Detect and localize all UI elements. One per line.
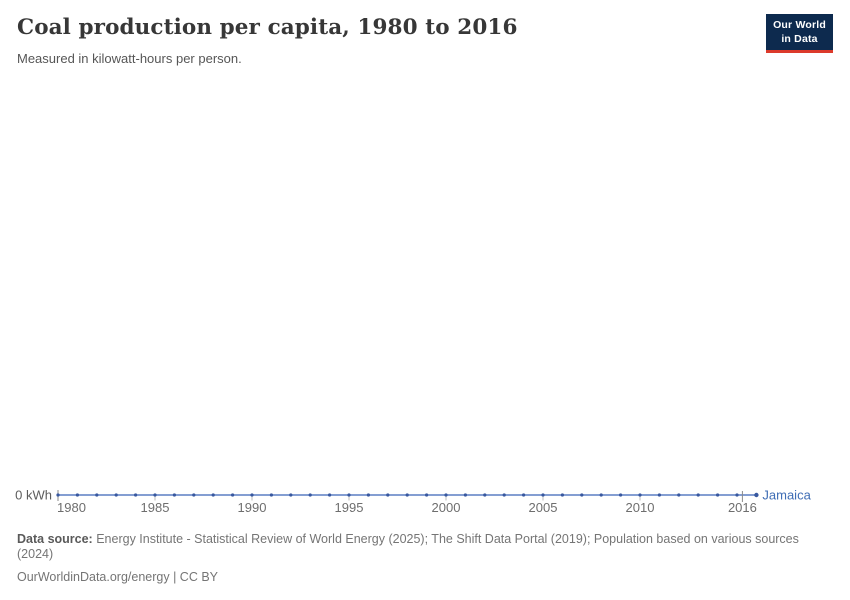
timeseries-chart[interactable]: 0 kWh 1980 1985 1990 1995 2000 2005 2010 2016 Jam… <box>0 475 850 523</box>
data-point-marker[interactable] <box>95 493 99 497</box>
data-point-marker[interactable] <box>735 493 739 497</box>
data-point-marker[interactable] <box>56 493 60 497</box>
data-point-marker[interactable] <box>599 493 603 497</box>
data-point-marker[interactable] <box>114 493 118 497</box>
entity-label[interactable]: Jamaica <box>762 488 811 503</box>
data-point-marker[interactable] <box>425 493 429 497</box>
page-title: Coal production per capita, 1980 to 2016 <box>17 15 518 40</box>
data-point-marker[interactable] <box>153 493 157 497</box>
data-point-marker[interactable] <box>75 493 79 497</box>
data-point-marker[interactable] <box>677 493 681 497</box>
data-source-label: Data source: <box>17 532 93 546</box>
chart-footer: Data source: Energy Institute - Statisti… <box>17 532 831 585</box>
data-point-marker[interactable] <box>560 493 565 497</box>
data-point-marker[interactable] <box>366 493 370 497</box>
owid-logo-line2: in Data <box>781 32 818 45</box>
data-point-marker[interactable] <box>502 493 506 497</box>
owid-logo[interactable]: Our World in Data <box>766 14 833 53</box>
data-point-marker[interactable] <box>134 493 138 497</box>
x-axis-tick-label: 1980 <box>57 500 86 515</box>
x-axis-tick-label: 2010 <box>626 500 655 515</box>
attribution-link[interactable]: OurWorldinData.org/energy | CC BY <box>17 569 219 584</box>
data-point-marker[interactable] <box>269 493 273 497</box>
chart-plot-area[interactable]: 0 kWh 1980 1985 1990 1995 2000 2005 2010 2016 Jam… <box>0 475 850 523</box>
data-point-marker[interactable] <box>211 493 215 497</box>
data-point-marker[interactable] <box>386 493 390 497</box>
data-point-marker[interactable] <box>231 493 235 497</box>
x-axis-tick-label: 2000 <box>432 500 461 515</box>
data-point-marker[interactable] <box>405 493 409 497</box>
data-point-marker[interactable] <box>289 493 293 497</box>
data-point-marker[interactable] <box>657 493 662 497</box>
owid-logo-line1: Our World <box>773 19 826 31</box>
data-point-marker[interactable] <box>192 493 196 497</box>
x-axis-tick-label: 1985 <box>141 500 170 515</box>
data-source-line: Data source: Energy Institute - Statisti… <box>17 532 831 563</box>
data-source-text: Energy Institute - Statistical Review of… <box>17 532 799 562</box>
data-point-marker[interactable] <box>638 493 642 497</box>
data-point-marker[interactable] <box>619 493 623 497</box>
data-point-marker[interactable] <box>541 493 545 497</box>
y-axis-zero-label: 0 kWh <box>15 488 52 503</box>
x-axis-tick-label: 1990 <box>238 500 267 515</box>
data-point-marker[interactable] <box>444 493 448 497</box>
x-axis-tick-label: 1995 <box>335 500 364 515</box>
data-point-marker[interactable] <box>522 493 526 497</box>
data-point-marker[interactable] <box>696 493 700 497</box>
data-point-marker[interactable] <box>754 492 759 498</box>
data-point-marker[interactable] <box>347 493 351 497</box>
data-point-marker[interactable] <box>308 493 312 497</box>
data-point-marker[interactable] <box>463 493 467 497</box>
page-subtitle: Measured in kilowatt-hours per person. <box>17 51 242 66</box>
x-axis-tick-label: 2005 <box>529 500 558 515</box>
data-point-marker[interactable] <box>580 493 584 497</box>
data-point-marker[interactable] <box>172 493 176 497</box>
data-point-marker[interactable] <box>328 493 332 497</box>
x-axis-tick-label: 2016 <box>728 500 757 515</box>
data-point-marker[interactable] <box>483 493 487 497</box>
data-point-marker[interactable] <box>716 493 720 497</box>
data-point-marker[interactable] <box>250 493 254 497</box>
